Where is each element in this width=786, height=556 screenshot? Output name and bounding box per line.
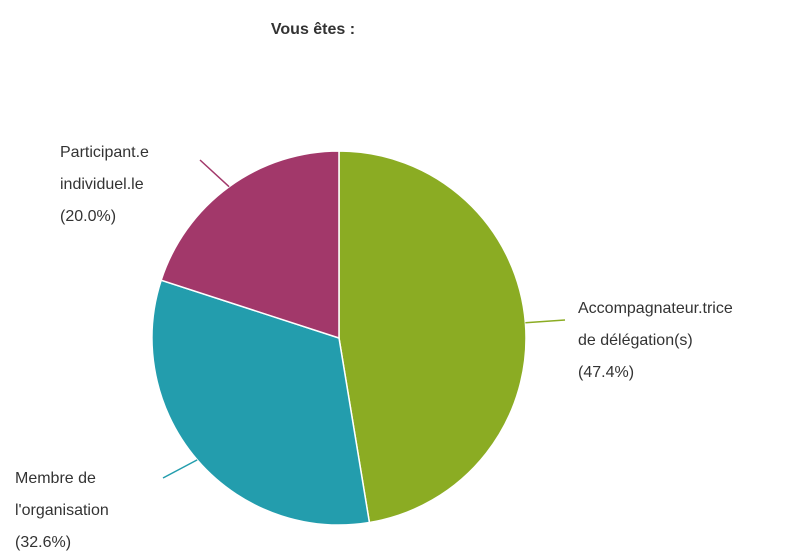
label-line: individuel.le [60, 176, 144, 193]
label-line: Participant.e [60, 144, 153, 161]
slice-label: Participant.e individuel.le [60, 144, 153, 193]
slice-value-label: (20.0%) [60, 208, 116, 225]
pie-slice [160, 150, 340, 340]
label-line: l'organisation [15, 502, 109, 519]
pie-slice [338, 150, 527, 524]
label-line: de délégation(s) [578, 332, 693, 349]
slice-value-label: (47.4%) [578, 364, 634, 381]
chart-title: Vous êtes : [271, 21, 355, 38]
label-line: Membre de [15, 470, 100, 487]
leader-line [199, 159, 230, 188]
slice-value-label: (32.6%) [15, 534, 71, 551]
leader-line [525, 319, 566, 324]
slice-label: Membre de l'organisation [15, 470, 109, 519]
label-line: Accompagnateur.trice [578, 300, 737, 317]
leader-line [162, 459, 198, 479]
slice-label: Accompagnateur.trice de délégation(s) [578, 300, 737, 349]
